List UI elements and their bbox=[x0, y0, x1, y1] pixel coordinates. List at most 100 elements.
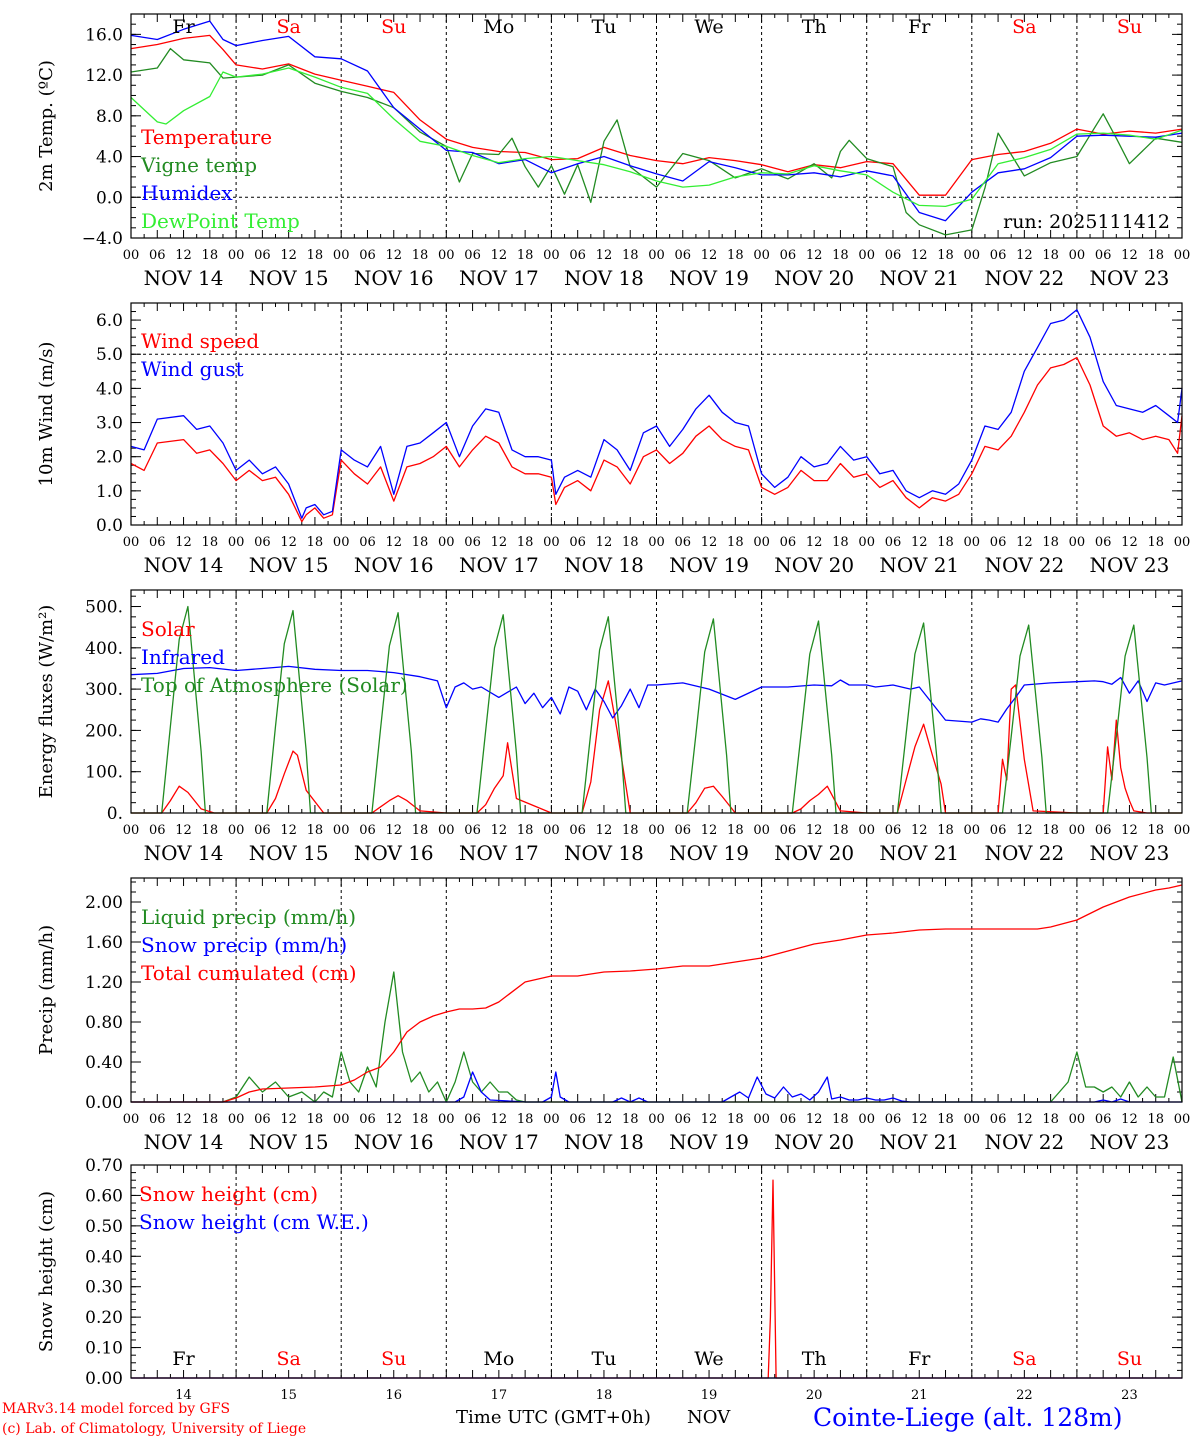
hour-tick-label: 00 bbox=[228, 823, 245, 838]
hour-tick-label: 12 bbox=[491, 535, 508, 550]
hour-tick-label: 18 bbox=[1042, 823, 1059, 838]
hour-tick-label: 00 bbox=[543, 823, 560, 838]
day-number-label: 18 bbox=[596, 1388, 613, 1403]
hour-tick-label: 12 bbox=[1121, 1112, 1138, 1127]
y-tick-label: −4.0 bbox=[82, 229, 123, 249]
hour-tick-label: 18 bbox=[202, 823, 219, 838]
date-label: NOV 15 bbox=[249, 266, 329, 290]
hour-tick-label: 12 bbox=[280, 248, 297, 263]
weekday-label: Fr bbox=[172, 16, 195, 38]
date-label: NOV 22 bbox=[984, 841, 1064, 865]
hour-tick-label: 06 bbox=[990, 248, 1007, 263]
y-tick-label: 0.80 bbox=[85, 1013, 123, 1033]
weekday-label: Tu bbox=[591, 1348, 616, 1370]
date-label: NOV 19 bbox=[669, 1130, 749, 1154]
hour-tick-label: 18 bbox=[1042, 248, 1059, 263]
date-label: NOV 14 bbox=[144, 266, 224, 290]
day-number-label: 19 bbox=[701, 1388, 718, 1403]
hour-tick-label: 18 bbox=[517, 248, 534, 263]
legend-entry: Top of Atmosphere (Solar) bbox=[141, 673, 408, 697]
hour-tick-label: 12 bbox=[175, 1112, 192, 1127]
date-label: NOV 14 bbox=[144, 1130, 224, 1154]
hour-tick-label: 12 bbox=[1016, 535, 1033, 550]
date-label: NOV 17 bbox=[459, 841, 539, 865]
weekday-label: Fr bbox=[908, 1348, 931, 1370]
series-temperature bbox=[130, 34, 1183, 196]
date-label: NOV 16 bbox=[354, 553, 434, 577]
hour-tick-label: 18 bbox=[727, 1112, 744, 1127]
day-number-label: 22 bbox=[1016, 1388, 1033, 1403]
hour-tick-label: 18 bbox=[307, 1112, 324, 1127]
hour-tick-label: 18 bbox=[937, 248, 954, 263]
hour-tick-label: 18 bbox=[1147, 535, 1164, 550]
date-label: NOV 22 bbox=[984, 266, 1064, 290]
hour-tick-label: 06 bbox=[359, 248, 376, 263]
hour-tick-label: 00 bbox=[333, 1112, 350, 1127]
y-tick-label: 0.70 bbox=[85, 1156, 123, 1176]
legend-entry: Wind gust bbox=[141, 357, 244, 381]
hour-tick-label: 00 bbox=[438, 1112, 455, 1127]
date-label: NOV 16 bbox=[354, 841, 434, 865]
y-tick-label: 4.0 bbox=[96, 148, 123, 168]
hour-tick-label: 18 bbox=[1147, 1112, 1164, 1127]
hour-tick-label: 12 bbox=[175, 248, 192, 263]
y-tick-label: 2.0 bbox=[96, 448, 123, 468]
hour-tick-label: 06 bbox=[780, 823, 797, 838]
day-number-label: 23 bbox=[1121, 1388, 1138, 1403]
hour-tick-label: 06 bbox=[569, 535, 586, 550]
day-number-label: 14 bbox=[175, 1388, 192, 1403]
y-tick-label: 1.20 bbox=[85, 973, 123, 993]
day-number-label: 20 bbox=[806, 1388, 823, 1403]
hour-tick-label: 06 bbox=[675, 535, 692, 550]
legend-entry: Snow height (cm) bbox=[139, 1182, 318, 1206]
hour-tick-label: 06 bbox=[675, 1112, 692, 1127]
hour-tick-label: 18 bbox=[832, 823, 849, 838]
hour-tick-label: 00 bbox=[753, 248, 770, 263]
hour-tick-label: 00 bbox=[543, 1112, 560, 1127]
hour-tick-label: 18 bbox=[937, 1112, 954, 1127]
hour-tick-label: 12 bbox=[385, 248, 402, 263]
hour-tick-label: 18 bbox=[412, 248, 429, 263]
y-tick-label: 100. bbox=[85, 763, 123, 783]
panel-temperature: 16.0 12.0 8.0 4.0 0.0 −4.0 2m Temp. (ºC) Temper… bbox=[36, 13, 1190, 290]
day-number-label: 16 bbox=[385, 1388, 402, 1403]
y-tick-label: 8.0 bbox=[96, 107, 123, 127]
y-tick-label: 16.0 bbox=[85, 25, 123, 45]
date-label: NOV 22 bbox=[984, 1130, 1064, 1154]
hour-tick-label: 00 bbox=[1069, 535, 1086, 550]
hour-tick-label: 12 bbox=[701, 823, 718, 838]
hour-tick-label: 00 bbox=[123, 823, 140, 838]
hour-tick-label: 06 bbox=[990, 823, 1007, 838]
hour-tick-label: 00 bbox=[1174, 1112, 1191, 1127]
legend-entry: Wind speed bbox=[141, 329, 259, 353]
date-label: NOV 19 bbox=[669, 553, 749, 577]
weekday-label: Th bbox=[802, 16, 827, 38]
date-label: NOV 23 bbox=[1090, 553, 1170, 577]
panel-precip: 2.00 1.60 1.20 0.80 0.40 0.00 Precip (mm/h) Liq… bbox=[36, 877, 1191, 1154]
hour-tick-label: 18 bbox=[202, 248, 219, 263]
date-label: NOV 14 bbox=[144, 841, 224, 865]
legend-entry: Humidex bbox=[141, 181, 233, 205]
date-label: NOV 22 bbox=[984, 553, 1064, 577]
hour-tick-label: 12 bbox=[1016, 248, 1033, 263]
weekday-label: Fr bbox=[172, 1348, 195, 1370]
y-tick-label: 0.60 bbox=[85, 1186, 123, 1206]
series-wind-gust bbox=[130, 309, 1183, 519]
hour-tick-label: 12 bbox=[911, 248, 928, 263]
y-tick-label: 4.0 bbox=[96, 379, 123, 399]
hour-tick-label: 06 bbox=[885, 248, 902, 263]
hour-tick-label: 06 bbox=[885, 535, 902, 550]
hour-tick-label: 06 bbox=[1095, 248, 1112, 263]
date-label: NOV 20 bbox=[774, 1130, 854, 1154]
hour-tick-label: 12 bbox=[911, 823, 928, 838]
legend-entry: Snow precip (mm/h) bbox=[141, 933, 347, 957]
hour-tick-label: 12 bbox=[596, 1112, 613, 1127]
hour-tick-label: 18 bbox=[202, 535, 219, 550]
day-number-label: 17 bbox=[491, 1388, 508, 1403]
hour-tick-label: 06 bbox=[885, 1112, 902, 1127]
hour-tick-label: 18 bbox=[622, 535, 639, 550]
y-tick-label: 2.00 bbox=[85, 893, 123, 913]
series-humidex bbox=[130, 20, 1183, 222]
hour-tick-label: 00 bbox=[648, 535, 665, 550]
hour-tick-label: 00 bbox=[858, 248, 875, 263]
